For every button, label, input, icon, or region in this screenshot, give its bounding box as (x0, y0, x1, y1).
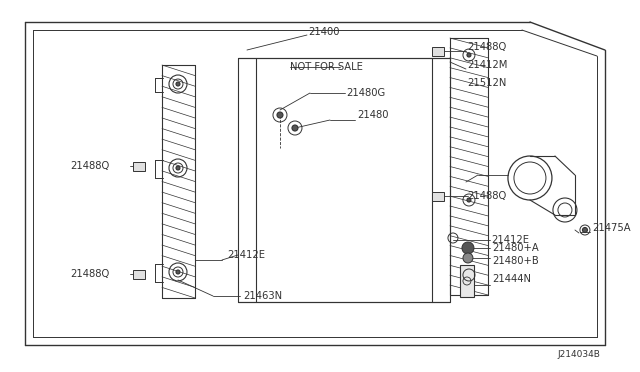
Bar (432, 192, 444, 201)
Bar (432, 47, 444, 56)
Circle shape (176, 82, 180, 86)
Text: 21480+A: 21480+A (492, 243, 539, 253)
Circle shape (463, 253, 473, 263)
Circle shape (582, 228, 588, 232)
Text: 21488Q: 21488Q (467, 42, 506, 52)
Text: J214034B: J214034B (557, 350, 600, 359)
Bar (133, 162, 145, 171)
Text: 21412E: 21412E (227, 250, 265, 260)
Bar (133, 270, 145, 279)
Text: 21400: 21400 (308, 27, 339, 37)
Text: 21412E: 21412E (491, 235, 529, 245)
Text: 21488Q: 21488Q (467, 191, 506, 201)
Text: 21480G: 21480G (346, 88, 385, 98)
Text: 21488Q: 21488Q (71, 269, 110, 279)
Circle shape (467, 198, 471, 202)
Circle shape (176, 270, 180, 274)
Text: 21480: 21480 (357, 110, 388, 120)
Text: 21412M: 21412M (467, 60, 508, 70)
Circle shape (277, 112, 283, 118)
Text: 21488Q: 21488Q (71, 161, 110, 171)
Text: 21463N: 21463N (243, 291, 282, 301)
Bar (460, 265, 474, 297)
Text: NOT FOR SALE: NOT FOR SALE (290, 62, 363, 72)
Text: 21480+B: 21480+B (492, 256, 539, 266)
Text: 21512N: 21512N (467, 78, 506, 88)
Circle shape (292, 125, 298, 131)
Circle shape (462, 242, 474, 254)
Text: 21444N: 21444N (492, 274, 531, 284)
Circle shape (176, 166, 180, 170)
Circle shape (467, 53, 471, 57)
Text: 21475A: 21475A (592, 223, 630, 233)
